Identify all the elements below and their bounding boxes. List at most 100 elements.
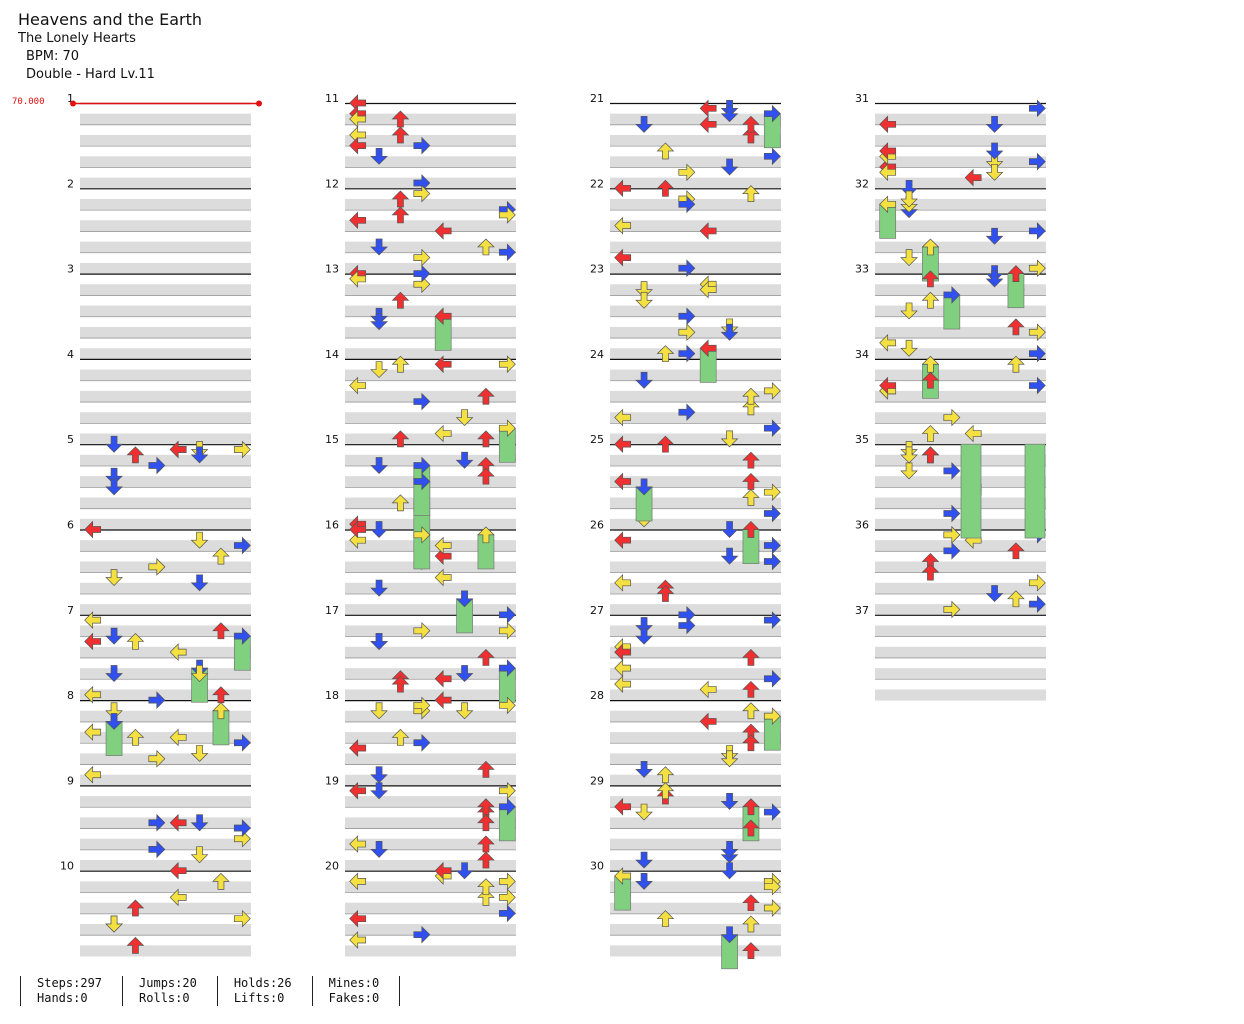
stat-holds: Holds:26 [233,976,292,990]
note-arrow [763,382,781,400]
note-arrow [678,307,696,326]
measure-number: 24 [590,348,604,361]
note-arrow [477,878,495,896]
beat-band [345,433,516,445]
note-arrow [678,605,696,624]
beat-band [345,412,516,424]
note-arrow [900,446,918,464]
beat-band [345,220,516,232]
note-arrow [477,760,495,778]
beat-band [80,390,251,403]
note-arrow [656,179,675,197]
note-arrow [763,611,781,629]
beat-band [875,390,1046,403]
note-arrow [413,136,431,155]
beat-band [610,198,781,211]
note-arrow [742,702,760,720]
note-arrow [148,813,166,832]
note-arrow [720,750,739,768]
note-arrow [742,819,760,837]
note-arrow [212,702,230,720]
note-arrow [678,259,696,278]
note-arrow [498,243,516,262]
beat-band [80,433,251,445]
note-arrow [413,184,431,203]
note-arrow [477,814,495,832]
beat-band [80,924,251,936]
note-arrow [349,270,367,288]
note-arrow [169,888,187,907]
beat-band [610,476,781,488]
note-arrow [879,142,897,160]
beat-band [610,646,781,658]
measure-number: 12 [325,177,339,190]
note-arrow [720,793,739,810]
note-arrow [1028,323,1046,342]
beat-band [345,604,516,616]
beat-band [345,476,516,488]
note-arrow [1007,318,1025,336]
beat-band [345,198,516,211]
note-arrow [720,841,739,858]
measure-number: 7 [67,604,74,617]
beat-band [610,924,781,936]
note-arrow [921,270,940,288]
beat-band [875,177,1046,189]
note-arrow [964,168,982,187]
note-arrow [763,803,781,821]
beat-band [875,198,1046,211]
note-arrow [169,861,187,880]
note-arrow [413,472,431,491]
note-arrow [148,749,166,768]
note-arrow [678,323,696,342]
beat-band [80,284,251,296]
note-arrow [1007,590,1025,608]
hold-body [960,443,982,539]
note-arrow [656,782,675,800]
beat-band [610,860,781,872]
note-arrow [1007,265,1025,282]
note-arrow [126,899,145,917]
note-arrow [84,611,102,629]
beat-band [345,241,516,253]
beat-band [875,497,1046,509]
note-arrow [349,872,367,891]
measure-number: 27 [590,604,604,617]
beat-band [345,625,516,637]
note-arrow [212,622,230,640]
note-arrow [391,675,410,693]
note-arrow [370,766,388,784]
beat-band [345,646,516,658]
note-arrow [169,643,187,661]
note-arrow [455,451,474,469]
note-arrow [190,665,209,682]
measure-number: 16 [325,519,339,532]
beat-band [610,689,781,701]
beat-band [80,348,251,360]
note-arrow [720,323,739,341]
note-arrow [349,110,367,128]
note-arrow [678,195,696,214]
note-arrow [349,376,367,395]
beat-band [875,454,1046,467]
beat-band [345,710,516,722]
note-arrow [190,846,209,864]
beat-band [610,604,781,616]
note-arrow [413,696,431,715]
note-arrow [635,761,653,778]
note-arrow [434,424,452,443]
beat-band [80,646,251,658]
beat-band [80,838,251,850]
beat-band [345,796,516,808]
note-arrow [84,765,102,784]
measure-number: 13 [325,263,339,276]
note-arrow [943,408,961,427]
note-arrow [477,835,495,853]
note-arrow [190,446,209,464]
note-arrow [943,286,961,304]
beat-band [345,668,516,680]
beat-band [80,668,251,680]
note-arrow [126,936,145,954]
beat-band [610,433,781,445]
note-arrow [413,392,431,411]
